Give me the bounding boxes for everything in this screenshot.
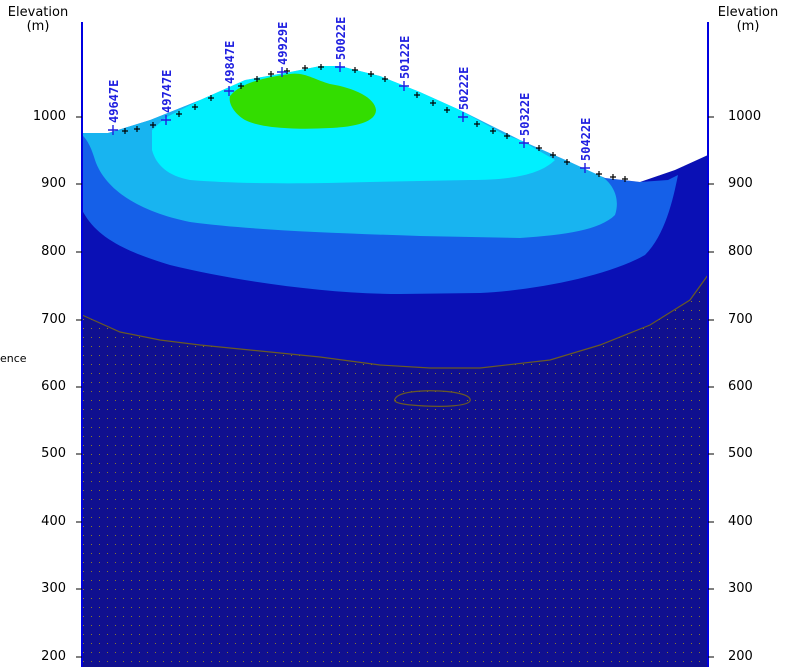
station-label: 49747E [160, 70, 174, 113]
right-tick-label: 300 [728, 581, 753, 596]
survey-point-markers [122, 64, 628, 182]
left-tick-label: 300 [41, 581, 66, 596]
left-axis-title-text: Elevation [7, 5, 69, 20]
left-axis-title: Elevation (m) [5, 6, 71, 34]
station-label: 50122E [398, 36, 412, 79]
left-tick-label: 200 [41, 649, 66, 664]
station-label: 49847E [223, 41, 237, 84]
green-zone [229, 73, 376, 129]
right-tick-label: 1000 [728, 109, 762, 124]
right-axis-unit: (m) [736, 19, 760, 34]
boundary-line [81, 274, 709, 369]
left-tick-label: 600 [41, 379, 66, 394]
right-tick-label: 900 [728, 176, 753, 191]
right-tick-label: 800 [728, 244, 753, 259]
station-markers [108, 62, 590, 173]
left-tick-label: 400 [41, 514, 66, 529]
station-label: 50322E [518, 93, 532, 136]
tick-marks [76, 116, 714, 658]
right-tick-label: 600 [728, 379, 753, 394]
station-label: 50422E [579, 118, 593, 161]
left-tick-label: 500 [41, 446, 66, 461]
left-tick-label: 1000 [32, 109, 66, 124]
left-tick-label: 700 [41, 312, 66, 327]
left-axis-unit: (m) [26, 19, 50, 34]
left-tick-label: 800 [41, 244, 66, 259]
side-label: ence [0, 352, 27, 365]
ore-lens-outline [394, 390, 471, 407]
sky [82, 0, 708, 182]
right-axis-title-text: Elevation [717, 5, 779, 20]
station-label: 50022E [334, 17, 348, 60]
station-label: 49647E [107, 80, 121, 123]
right-tick-label: 200 [728, 649, 753, 664]
left-tick-label: 900 [41, 176, 66, 191]
right-tick-label: 700 [728, 312, 753, 327]
right-axis-title: Elevation (m) [712, 6, 784, 34]
station-label: 50222E [457, 67, 471, 110]
right-tick-label: 400 [728, 514, 753, 529]
station-label: 49929E [276, 22, 290, 65]
right-tick-label: 500 [728, 446, 753, 461]
